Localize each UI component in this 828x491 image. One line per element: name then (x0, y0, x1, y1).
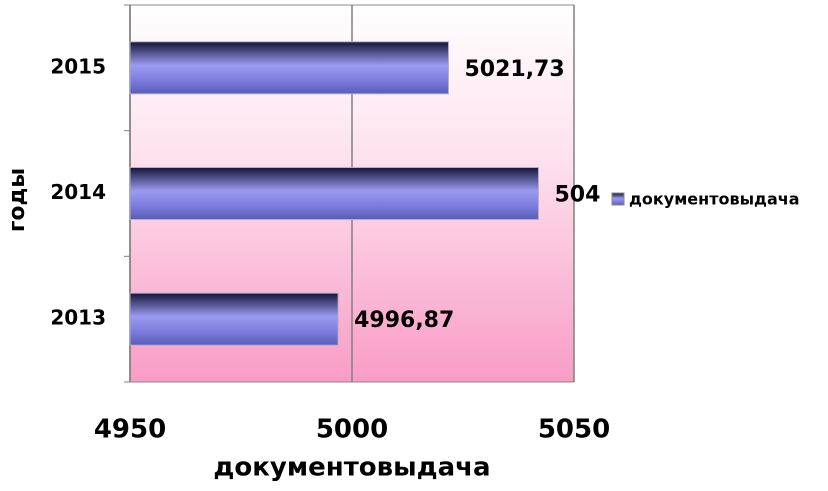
bar (129, 292, 339, 346)
bar (129, 167, 539, 220)
y-tick-label: 2015 (50, 54, 106, 78)
x-tick-label: 4950 (94, 415, 166, 445)
bar (129, 41, 449, 95)
x-axis-title: документовыдача (213, 453, 490, 483)
legend-swatch (611, 192, 625, 206)
value-label: 4996,87 (354, 308, 454, 333)
y-axis-title: годы (5, 168, 30, 232)
y-tick-label: 2013 (50, 306, 106, 330)
value-label: 5021,73 (464, 57, 564, 82)
y-tick-label: 2014 (50, 180, 106, 204)
x-tick-label: 5000 (316, 415, 388, 445)
value-label: 504 (554, 183, 600, 208)
x-tick-label: 5050 (538, 415, 610, 445)
legend-label: документовыдача (629, 190, 800, 209)
